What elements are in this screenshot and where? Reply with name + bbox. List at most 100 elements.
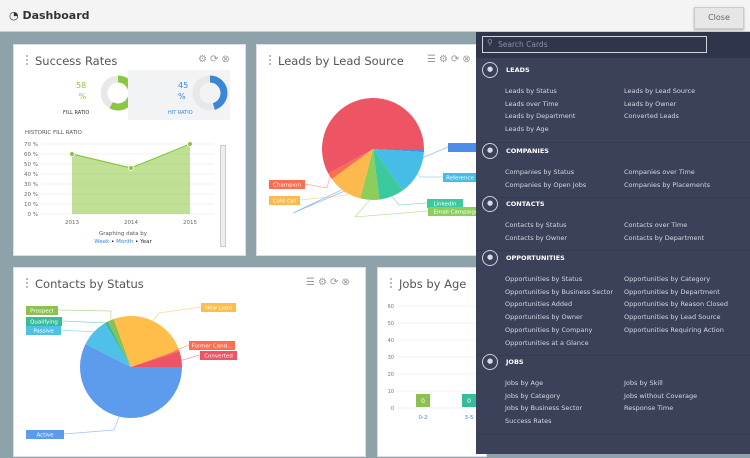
fill-ratio-label: FILL RATIO [63, 110, 90, 116]
card-title: Contacts by Status [26, 277, 144, 291]
card-option[interactable]: Contacts by Owner [505, 233, 568, 242]
target-icon: ● [482, 250, 498, 266]
refresh-icon[interactable]: ⟳ [329, 277, 342, 288]
card-picker-panel: Search Cards ● LEADS Leads by Status Leads … [476, 32, 750, 454]
page-title: ◔ Dashboard [9, 9, 90, 22]
card-option[interactable]: Opportunities by Owner [505, 313, 583, 322]
close-circle-icon[interactable]: ⊗ [221, 54, 233, 65]
label-box [26, 430, 64, 439]
card-option[interactable]: Companies by Open Jobs [505, 180, 587, 189]
pie-slice [373, 149, 424, 191]
pie-slice [331, 149, 373, 199]
section-companies: ● COMPANIES Companies by Status Companies o… [476, 143, 750, 199]
briefcase-icon: ● [482, 354, 498, 370]
x-tick-label: 2015 [183, 220, 197, 226]
close-circle-icon[interactable]: ⊗ [341, 277, 353, 288]
card-option[interactable]: Contacts by Department [624, 233, 705, 242]
label-connector [173, 344, 190, 352]
header-bar: ◔ Dashboard Close [0, 0, 750, 32]
chart-scrollbar[interactable] [220, 145, 226, 247]
card-option[interactable]: Leads by Status [505, 87, 557, 95]
bar-value-label-box [462, 394, 476, 407]
close-button[interactable]: Close [694, 7, 744, 29]
y-tick-label: 20 [388, 372, 394, 378]
pie-slice [373, 149, 424, 153]
card-option[interactable]: Contacts over Time [624, 221, 688, 229]
section-title: COMPANIES [506, 147, 549, 155]
leads-pie-chart: ReferralReferenceLinkedInEmail CampaignC… [269, 98, 480, 218]
card-option[interactable]: Companies by Placements [624, 180, 711, 189]
list-icon[interactable]: ☰ [427, 54, 439, 65]
gear-icon[interactable]: ⚙ [198, 54, 210, 65]
y-tick-label: 40 % [24, 172, 38, 178]
list-icon[interactable]: ☰ [306, 277, 318, 288]
card-option[interactable]: Opportunities by Company [505, 325, 593, 334]
card-option[interactable]: Leads by Department [505, 112, 576, 121]
card-option[interactable]: Jobs by Age [505, 379, 544, 387]
y-tick-label: 70 % [24, 142, 38, 148]
card-option[interactable]: Jobs without Coverage [624, 391, 698, 400]
y-tick-label: 10 [388, 389, 394, 395]
fill-ratio-tab[interactable]: 58% FILL RATIO [26, 70, 136, 120]
card-option[interactable]: Leads by Lead Source [624, 87, 696, 95]
pie-slice [107, 319, 131, 367]
refresh-icon[interactable]: ⟳ [209, 54, 222, 65]
label-connector [354, 199, 429, 218]
card-option[interactable]: Leads by Age [505, 125, 549, 134]
card-option[interactable]: Opportunities Added [505, 300, 573, 309]
section-opportunities: ● OPPORTUNITIES Opportunities by Status Opp… [476, 250, 750, 357]
section-title: LEADS [506, 66, 530, 74]
card-option[interactable]: Opportunities at a Glance [505, 338, 589, 347]
y-tick-label: 0 % [28, 212, 38, 218]
label-connector [391, 196, 428, 206]
card-option[interactable]: Opportunities by Status [505, 275, 583, 283]
card-option[interactable]: Opportunities by Category [624, 275, 711, 283]
area-fill [72, 144, 190, 214]
card-option[interactable]: Opportunities by Reason Closed [624, 300, 729, 309]
card-option[interactable]: Opportunities by Business Sector [505, 287, 614, 296]
card-option[interactable]: Companies by Status [505, 168, 575, 176]
data-point [128, 165, 134, 171]
card-option[interactable]: Jobs by Category [505, 391, 561, 400]
hit-ratio-tab[interactable]: 45% HIT RATIO [128, 70, 230, 120]
slice-label: Qualifying [30, 320, 58, 326]
pie-slice [328, 149, 373, 179]
card-option[interactable]: Opportunities by Department [624, 287, 720, 296]
y-tick-label: 50 [388, 321, 394, 327]
card-option[interactable]: Response Time [624, 404, 674, 413]
card-actions: ☰⚙⟳⊗ [427, 54, 474, 65]
card-option[interactable]: Companies over Time [624, 168, 695, 176]
month-link[interactable]: Month [116, 239, 134, 245]
slice-label: LinkedIn [433, 202, 457, 208]
y-tick-label: 30 % [24, 182, 38, 188]
success-rates-card: Success Rates ⚙⟳⊗ 58% FILL RATIO 45% HIT… [13, 44, 246, 256]
bar-data-label: 0 [421, 398, 425, 405]
gear-icon[interactable]: ⚙ [438, 54, 451, 65]
year-link[interactable]: Year [140, 239, 152, 245]
slice-label: Converted [204, 354, 233, 360]
card-option[interactable]: Contacts by Status [505, 221, 567, 229]
week-link[interactable]: Week [94, 239, 110, 245]
card-option[interactable]: Opportunities by Lead Source [624, 313, 721, 322]
slice-label: Active [36, 433, 54, 439]
refresh-icon[interactable]: ⟳ [450, 54, 463, 65]
card-option[interactable]: Leads by Owner [624, 99, 677, 108]
close-circle-icon[interactable]: ⊗ [462, 54, 474, 65]
slice-label: Passive [33, 329, 54, 335]
gear-icon[interactable]: ⚙ [317, 277, 330, 288]
label-connector [299, 190, 348, 201]
card-option[interactable]: Opportunities Requiring Action [624, 325, 724, 334]
pie-slice [373, 149, 403, 200]
slice-label: New Lead [205, 306, 232, 312]
contacts-pie-chart: Active Passive Qualifying Prospect New Lead F… [26, 303, 237, 439]
card-option[interactable]: Success Rates [505, 417, 552, 426]
section-jobs: ● JOBS Jobs by Age Jobs by Skill Jobs by Cat… [476, 354, 750, 435]
jobs-by-age-card: Jobs by Age 0 10 20 30 40 50 60 0 0-2 0 3-5 [377, 267, 487, 457]
card-option[interactable]: Jobs by Business Sector [505, 404, 583, 413]
card-option[interactable]: Leads over Time [505, 99, 559, 108]
label-box [269, 196, 300, 205]
card-option[interactable]: Jobs by Skill [624, 379, 663, 387]
search-cards-input[interactable]: Search Cards [482, 36, 707, 53]
card-option[interactable]: Converted Leads [624, 112, 679, 121]
label-connector [60, 329, 97, 333]
